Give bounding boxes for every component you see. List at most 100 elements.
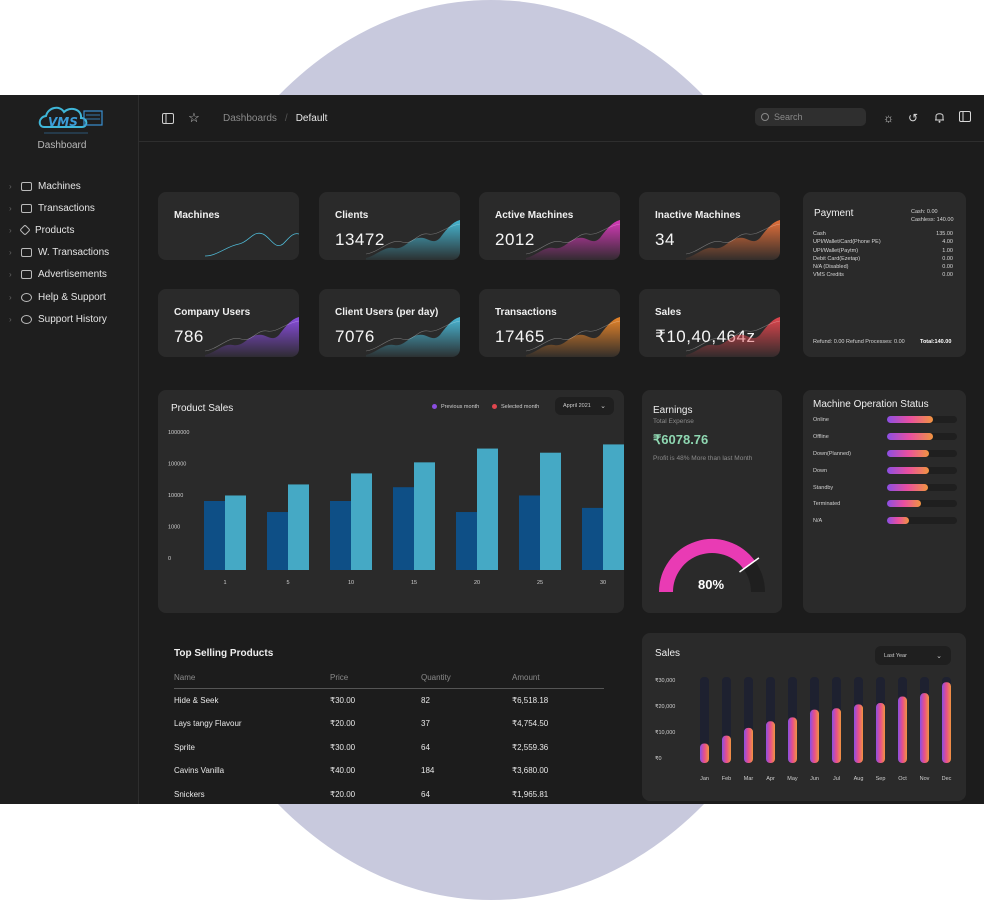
product-sales-card: Product Sales Previous month Selected mo… [158, 390, 624, 613]
chevron-right-icon: › [9, 270, 12, 280]
status-row: Down(Planned) [813, 449, 958, 467]
logo-caption: Dashboard [37, 140, 87, 151]
star-icon[interactable]: ☆ [188, 110, 200, 125]
breadcrumb-root[interactable]: Dashboards [223, 112, 277, 124]
sidebar-item-machines[interactable]: › Machines [0, 175, 139, 197]
table-row[interactable]: Hide & Seek ₹30.00 82 ₹6,518.18 [174, 688, 604, 712]
stat-card-transactions[interactable]: Transactions 17465 [479, 289, 620, 357]
breadcrumb: Dashboards / Default [223, 113, 327, 124]
sun-icon[interactable]: ☼ [883, 111, 894, 125]
sparkline-line [205, 232, 299, 257]
status-bar-fill [887, 517, 910, 525]
sidebar-item-products[interactable]: › Products [0, 219, 139, 241]
chevron-down-icon: ⌄ [936, 652, 942, 660]
status-label: Offline [813, 433, 829, 440]
sidebar-item-support-history[interactable]: › Support History [0, 308, 139, 330]
bell-icon[interactable] [934, 111, 945, 126]
payment-row: UPI/Wallet(Paytm) 1.00 [813, 248, 953, 256]
table-row[interactable]: Lays tangy Flavour ₹20.00 37 ₹4,754.50 [174, 712, 604, 736]
stat-card-machines[interactable]: Machines [158, 192, 299, 260]
stat-title: Client Users (per day) [335, 307, 439, 318]
payment-value: 1.00 [942, 247, 953, 254]
sidebar-item-advertisements[interactable]: › Advertisements [0, 264, 139, 286]
status-label: Terminated [813, 501, 841, 508]
x-tick-label: Jul [833, 776, 840, 782]
stat-value: 7076 [335, 327, 375, 346]
column-header: Price [330, 668, 421, 689]
status-bar-track [887, 449, 957, 457]
chevron-down-icon: ⌄ [600, 403, 606, 410]
product-name: Sprite [174, 742, 195, 752]
payment-value: 135.00 [936, 231, 953, 237]
product-name: Hide & Seek [174, 695, 219, 705]
x-tick-label: Aug [854, 776, 864, 782]
monitor-icon [21, 270, 32, 280]
payment-total: Total:140.00 [920, 339, 952, 345]
y-tick-label: ₹20,000 [655, 703, 675, 710]
product-sales-title: Product Sales [171, 403, 234, 414]
stat-card-inactive-machines[interactable]: Inactive Machines 34 [639, 192, 780, 260]
bar-value [854, 704, 863, 763]
x-tick-label: Jan [700, 776, 709, 782]
search-input[interactable]: Search [755, 108, 866, 126]
product-quantity: 82 [421, 695, 430, 705]
stat-card-client-users[interactable]: Client Users (per day) 7076 [319, 289, 460, 357]
sales-title: Sales [655, 648, 681, 659]
bar-previous [330, 501, 351, 570]
status-bar-track [887, 483, 957, 491]
bar-previous [519, 495, 540, 570]
stat-card-sales[interactable]: Sales ₹10,40,464z [639, 289, 780, 357]
legend-previous-month: Previous month [441, 404, 480, 410]
x-tick-label: Dec [942, 776, 952, 782]
breadcrumb-separator: / [284, 112, 288, 124]
status-bar-fill [887, 500, 921, 508]
status-bar-fill [887, 466, 929, 474]
sparkline-area [366, 317, 460, 357]
month-dropdown[interactable]: Appril 2021 ⌄ [555, 397, 614, 415]
chevron-right-icon: › [9, 314, 12, 324]
breadcrumb-current: Default [295, 112, 328, 124]
earnings-card: Earnings Total Expense ₹6078.76 Profit i… [642, 390, 782, 613]
status-row: Offline [813, 432, 958, 450]
bar-selected [351, 473, 372, 570]
x-tick-label: 30 [600, 580, 606, 586]
chevron-right-icon: › [9, 181, 12, 191]
table-row[interactable]: Sprite ₹30.00 64 ₹2,559.36 [174, 735, 604, 759]
sidebar-item-w-transactions[interactable]: › W. Transactions [0, 242, 139, 264]
x-tick-label: Oct [898, 776, 907, 782]
stat-title: Inactive Machines [655, 210, 741, 221]
status-bar-fill [887, 432, 933, 440]
sidebar-item-transactions[interactable]: › Transactions [0, 197, 139, 219]
table-row[interactable]: Snickers ₹20.00 64 ₹1,965.81 [174, 783, 604, 804]
status-row: Terminated [813, 500, 958, 517]
year-dropdown[interactable]: Last Year ⌄ [875, 646, 951, 665]
column-header: Name [174, 668, 330, 689]
sidebar-item-help-support[interactable]: › Help & Support [0, 286, 139, 308]
product-quantity: 64 [421, 790, 430, 800]
sparkline [366, 220, 460, 260]
product-price: ₹40.00 [330, 766, 356, 776]
payment-cashless-summary: Cashless: 140.00 [911, 217, 954, 223]
history-icon[interactable]: ↺ [908, 111, 919, 125]
bar-value [832, 708, 841, 763]
sidebar-toggle-icon[interactable] [161, 111, 175, 125]
status-label: Standby [813, 484, 834, 491]
stat-card-clients[interactable]: Clients 13472 [319, 192, 460, 260]
status-bar-track [887, 466, 957, 474]
earnings-subtitle: Total Expense [653, 418, 694, 425]
earnings-title: Earnings [653, 405, 693, 416]
stat-value: 2012 [495, 230, 535, 249]
bar-selected [225, 495, 246, 570]
sparkline-line [686, 223, 780, 255]
panel-toggle-icon[interactable] [959, 111, 971, 125]
sidebar-item-label: Transactions [38, 202, 95, 214]
stat-title: Machines [174, 210, 220, 221]
bar-selected [540, 452, 561, 570]
table-row[interactable]: Cavins Vanilla ₹40.00 184 ₹3,680.00 [174, 759, 604, 783]
sparkline-area [366, 220, 460, 260]
status-row: Standby [813, 483, 958, 501]
stat-card-company-users[interactable]: Company Users 786 [158, 289, 299, 357]
x-tick-label: Sep [876, 776, 886, 782]
stat-card-active-machines[interactable]: Active Machines 2012 [479, 192, 620, 260]
stat-value: 786 [174, 327, 204, 346]
